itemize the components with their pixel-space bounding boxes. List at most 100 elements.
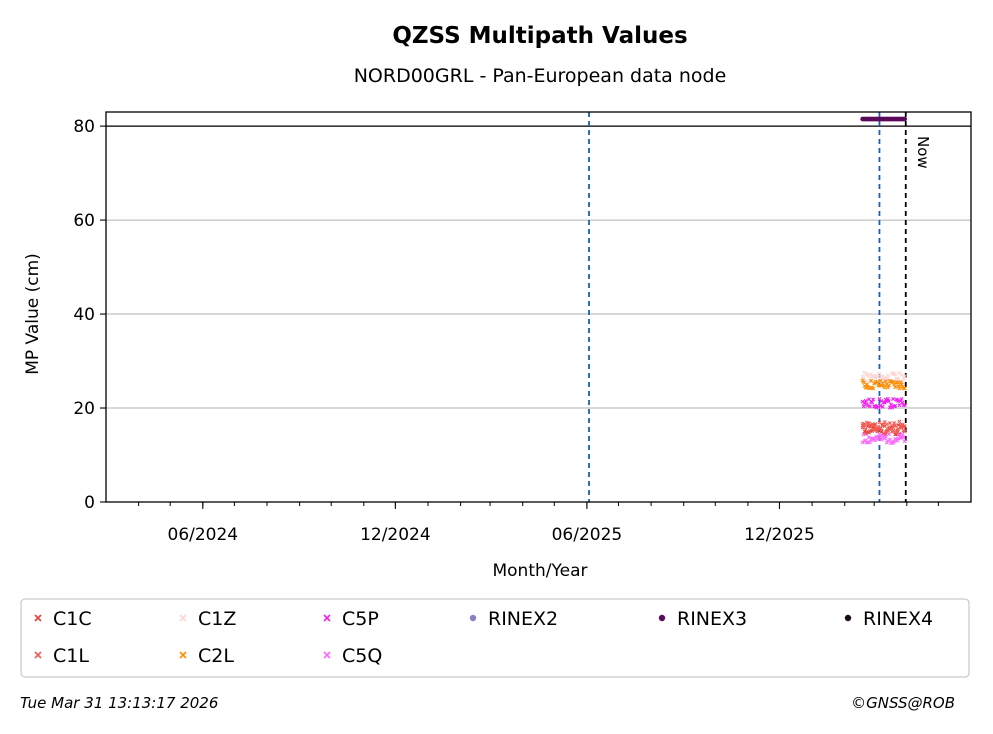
point-stroke bbox=[901, 435, 906, 440]
point-stroke bbox=[863, 385, 868, 390]
legend-item-c1z: C1Z bbox=[179, 608, 236, 630]
now-label: Now bbox=[914, 136, 932, 169]
point-stroke bbox=[861, 380, 866, 385]
legend-label: C1L bbox=[53, 645, 89, 667]
x-tick-label: 12/2025 bbox=[744, 525, 815, 545]
point-stroke bbox=[865, 384, 870, 389]
point-stroke bbox=[897, 431, 902, 436]
chart-subtitle: NORD00GRL - Pan-European data node bbox=[354, 65, 727, 87]
data-point-c1z bbox=[885, 373, 890, 378]
data-point-c2l bbox=[869, 378, 874, 383]
data-point-c5q bbox=[861, 432, 866, 437]
point-stroke bbox=[873, 424, 878, 429]
data-point-c5q bbox=[883, 434, 888, 439]
point-stroke bbox=[896, 423, 901, 428]
data-point-c2l bbox=[876, 383, 881, 388]
axes-frame bbox=[105, 111, 972, 503]
legend-item-rinex2: RINEX2 bbox=[469, 608, 558, 630]
data-point-c5p bbox=[878, 403, 883, 408]
point-stroke bbox=[863, 427, 868, 432]
point-stroke bbox=[861, 375, 866, 380]
data-point-c2l bbox=[896, 384, 901, 389]
point-stroke bbox=[863, 438, 868, 443]
data-point-c1z bbox=[892, 372, 897, 377]
data-point-c5q bbox=[887, 437, 892, 442]
point-stroke bbox=[891, 397, 896, 401]
data-point-c2l bbox=[875, 379, 880, 384]
data-point-c5q bbox=[867, 440, 872, 445]
data-point-c5p bbox=[871, 397, 876, 402]
y-tick-label: 60 bbox=[73, 211, 95, 231]
point-stroke bbox=[877, 371, 882, 376]
point-stroke bbox=[866, 421, 871, 426]
data-point-c1l bbox=[893, 423, 898, 428]
data-point-c1l bbox=[867, 423, 872, 428]
data-point-c1z bbox=[899, 373, 904, 378]
point-stroke bbox=[900, 422, 905, 427]
data-point-c2l bbox=[883, 379, 888, 384]
data-point-c5p bbox=[870, 400, 875, 405]
data-point-c2l bbox=[885, 385, 890, 390]
data-point-c5p bbox=[902, 403, 907, 408]
point-stroke bbox=[897, 403, 902, 408]
point-stroke bbox=[895, 429, 900, 434]
point-stroke bbox=[897, 432, 902, 437]
point-stroke bbox=[862, 401, 867, 406]
data-point-c1l bbox=[901, 425, 906, 430]
point-stroke bbox=[860, 399, 865, 404]
point-stroke bbox=[890, 429, 895, 434]
data-point-c2l bbox=[863, 385, 868, 390]
point-stroke bbox=[902, 386, 907, 391]
legend-marker bbox=[179, 651, 187, 659]
legend-marker bbox=[34, 651, 42, 659]
legend-item-rinex3: RINEX3 bbox=[658, 608, 747, 630]
point-stroke bbox=[869, 378, 874, 383]
legend-marker bbox=[469, 614, 477, 622]
point-stroke bbox=[867, 440, 872, 445]
data-point-c1l bbox=[879, 428, 884, 433]
point-stroke bbox=[896, 384, 901, 389]
point-stroke bbox=[885, 385, 890, 390]
footer-credit: ©GNSS@ROB bbox=[851, 694, 955, 712]
point-stroke bbox=[885, 373, 890, 378]
data-point-c2l bbox=[882, 385, 887, 390]
point-stroke bbox=[898, 399, 903, 404]
point-stroke bbox=[873, 438, 878, 443]
x-tick-label: 12/2024 bbox=[360, 525, 431, 545]
point-stroke bbox=[895, 438, 900, 443]
point-stroke bbox=[884, 422, 889, 427]
point-stroke bbox=[860, 440, 865, 445]
point-stroke bbox=[898, 435, 903, 440]
legend-marker bbox=[323, 651, 331, 659]
y-axis-label: MP Value (cm) bbox=[23, 253, 43, 375]
point-stroke bbox=[881, 375, 886, 380]
point-stroke bbox=[880, 381, 885, 386]
data-point-c2l bbox=[886, 383, 891, 388]
y-tick-label: 0 bbox=[84, 493, 95, 513]
data-point-c1l bbox=[870, 422, 875, 427]
point-stroke bbox=[892, 372, 897, 377]
data-point-c2l bbox=[897, 386, 902, 391]
data-point-c5p bbox=[885, 396, 890, 401]
legend-item-c5q: C5Q bbox=[323, 645, 382, 667]
point-stroke bbox=[902, 403, 907, 408]
data-point-c1z bbox=[902, 374, 907, 379]
legend-item-c5p: C5P bbox=[323, 608, 379, 630]
point-stroke bbox=[863, 398, 868, 403]
x-tick-label: 06/2025 bbox=[552, 525, 623, 545]
data-point-c1l bbox=[895, 429, 900, 434]
point-stroke bbox=[871, 386, 876, 391]
data-point-c5p bbox=[880, 404, 885, 409]
data-point-c1z bbox=[884, 376, 889, 381]
point-stroke bbox=[876, 374, 881, 379]
legend-item-c2l: C2L bbox=[179, 645, 234, 667]
point-stroke bbox=[881, 400, 886, 405]
data-point-c5p bbox=[863, 398, 868, 403]
data-point-c5q bbox=[900, 432, 905, 437]
point-stroke bbox=[887, 437, 892, 442]
data-point-c2l bbox=[891, 379, 896, 384]
legend-marker bbox=[844, 614, 852, 622]
point-stroke bbox=[887, 421, 892, 426]
legend-label: C2L bbox=[198, 645, 234, 667]
point-stroke bbox=[861, 404, 866, 409]
